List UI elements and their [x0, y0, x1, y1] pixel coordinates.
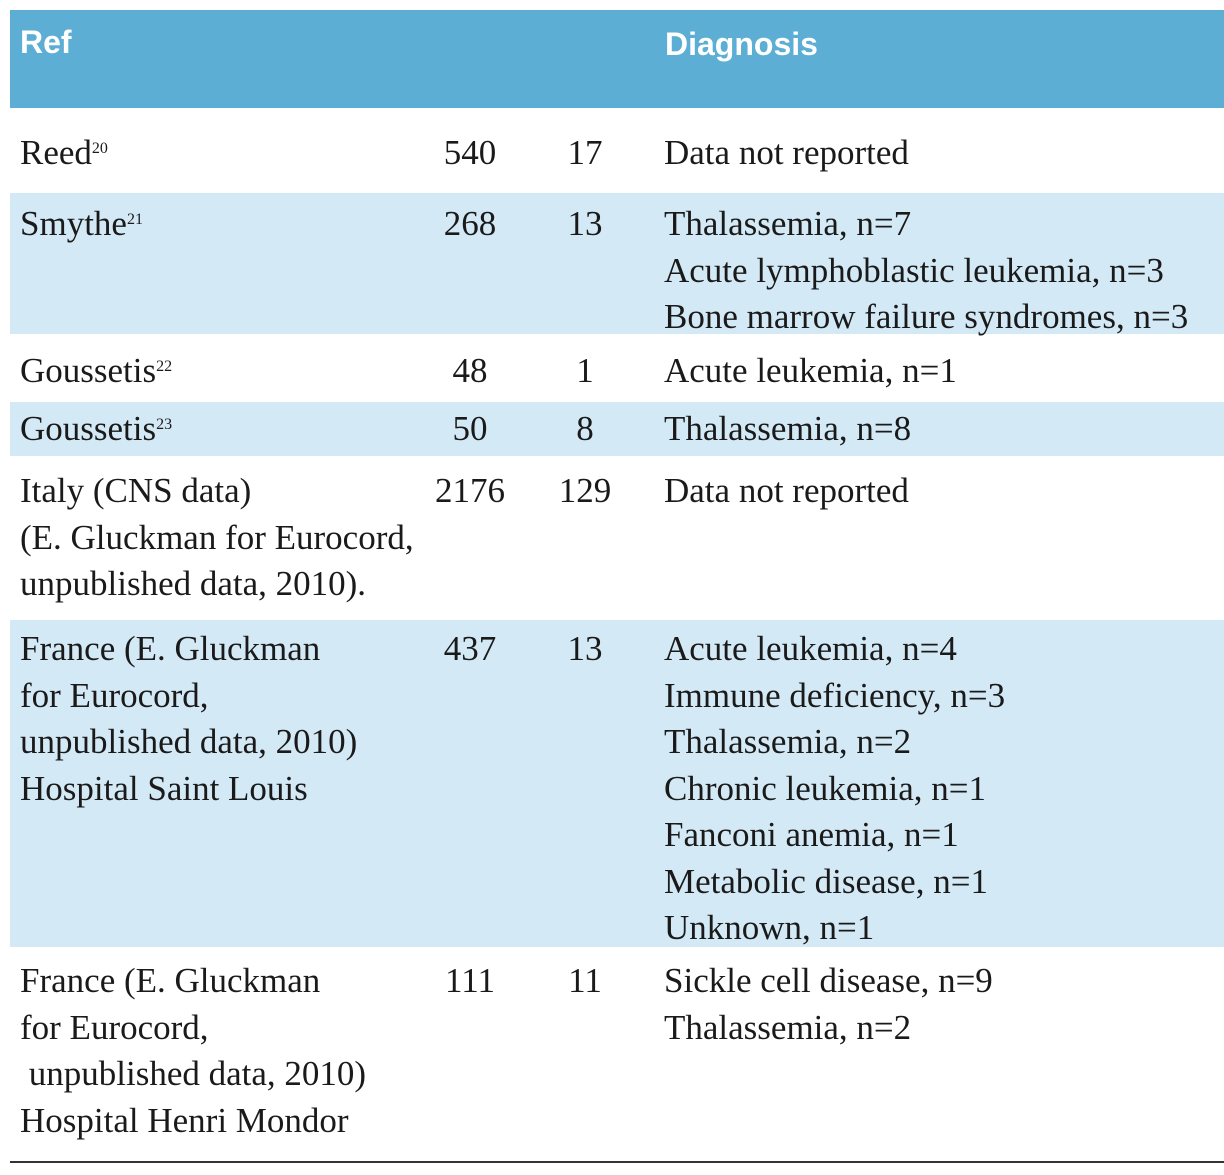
ref-text: Reed [20, 133, 92, 172]
header-line: Units [430, 114, 510, 150]
diagnosis-cell: Acute leukemia, n=1 [664, 348, 957, 395]
units-banked: 111 [445, 961, 495, 1000]
diagnosis-line: Acute leukemia, n=4 [664, 629, 957, 668]
ref-cell: France (E. Gluckman for Eurocord, unpubli… [20, 958, 366, 1144]
diagnosis-cell: Data not reported [664, 130, 909, 177]
units-used: 8 [576, 409, 594, 448]
bottom-rule [10, 1161, 1224, 1163]
diagnosis-line: Acute lymphoblastic leukemia, n=3 [664, 250, 1164, 290]
table-row: Reed20 540 17 Data not reported [10, 110, 1224, 192]
ref-text: for Eurocord, [20, 675, 209, 715]
units-banked: 437 [443, 629, 497, 668]
ref-line: for Eurocord, [20, 1005, 366, 1052]
units-banked: 48 [452, 351, 488, 390]
diagnosis-line: Unknown, n=1 [664, 908, 875, 947]
units-banked: 50 [452, 409, 488, 448]
units-used: 13 [567, 629, 603, 668]
ref-text: Hospital Henri Mondor [20, 1100, 349, 1140]
ref-text: (E. Gluckman for Eurocord, [20, 517, 414, 557]
table-row: Goussetis23 50 8 Thalassemia, n=8 [10, 402, 1224, 456]
diagnosis-line: Sickle cell disease, n=9 [664, 961, 993, 1000]
header-row: Ref Units banked Units used Diagnosis [10, 10, 1224, 282]
table-row: Goussetis22 48 1 Acute leukemia, n=1 [10, 336, 1224, 400]
ref-line: Goussetis23 [20, 406, 172, 453]
ref-line: (E. Gluckman for Eurocord, [20, 515, 414, 562]
diagnosis-line: Thalassemia, n=2 [664, 722, 912, 761]
table-row: Smythe21 268 13 Thalassemia, n=7 Acute lymph… [10, 193, 1224, 336]
ref-line: Reed20 [20, 130, 108, 177]
ref-text: unpublished data, 2010) [20, 1054, 367, 1093]
ref-line: unpublished data, 2010) [20, 719, 357, 766]
ref-line: for Eurocord, [20, 673, 357, 720]
diagnosis-cell: Thalassemia, n=8 [664, 406, 911, 453]
ref-cell: France (E. Gluckman for Eurocord, unpublis… [20, 626, 357, 812]
diagnosis-line: Acute leukemia, n=1 [664, 351, 957, 390]
diagnosis-line: Data not reported [664, 133, 909, 172]
ref-line: Goussetis22 [20, 348, 172, 395]
ref-text: Goussetis [20, 409, 157, 448]
table-row: France (E. Gluckman for Eurocord, unpubli… [10, 950, 1224, 1160]
ref-line: Smythe21 [20, 201, 143, 248]
units-used: 129 [558, 471, 612, 510]
diagnosis-line: Thalassemia, n=7 [664, 204, 912, 243]
units-used: 17 [567, 133, 603, 172]
ref-line: unpublished data, 2010) [20, 1051, 366, 1098]
diagnosis-line: Fanconi anemia, n=1 [664, 815, 959, 854]
ref-cell: Smythe21 [20, 201, 143, 248]
units-banked: 268 [443, 204, 497, 243]
header-ref: Ref [20, 24, 72, 60]
units-used: 1 [576, 351, 594, 390]
units-banked: 2176 [435, 471, 505, 510]
table-row: France (E. Gluckman for Eurocord, unpublis… [10, 620, 1224, 947]
ref-text: Italy (CNS data) [20, 471, 252, 510]
diagnosis-line: Data not reported [664, 471, 909, 510]
ref-text: Smythe [20, 204, 127, 243]
units-used: 11 [568, 961, 602, 1000]
ref-citation: 22 [156, 358, 173, 375]
ref-line: Hospital Saint Louis [20, 766, 357, 813]
ref-citation: 23 [156, 416, 173, 433]
diagnosis-line: Chronic leukemia, n=1 [664, 768, 987, 808]
diagnosis-cell: Thalassemia, n=7 Acute lymphoblastic leuk… [664, 201, 1188, 341]
ref-text: France (E. Gluckman [20, 961, 321, 1000]
ref-line: France (E. Gluckman [20, 626, 357, 673]
diagnosis-cell: Sickle cell disease, n=9 Thalassemia, n=2 [664, 958, 993, 1051]
ref-cell: Goussetis23 [20, 406, 172, 453]
ref-cell: Goussetis22 [20, 348, 172, 395]
diagnosis-line: Metabolic disease, n=1 [664, 861, 988, 901]
diagnosis-cell: Data not reported [664, 468, 909, 515]
ref-text: unpublished data, 2010). [20, 564, 367, 603]
header-diagnosis: Diagnosis [665, 26, 818, 62]
ref-cell: Italy (CNS data) (E. Gluckman for Eurocor… [20, 468, 414, 608]
header-line: Units [545, 114, 625, 150]
ref-text: for Eurocord, [20, 1007, 209, 1047]
table-row: Italy (CNS data) (E. Gluckman for Eurocor… [10, 458, 1224, 617]
ref-citation: 20 [91, 140, 108, 157]
ref-citation: 21 [126, 211, 143, 228]
ref-cell: Reed20 [20, 130, 108, 177]
ref-text: unpublished data, 2010) [20, 722, 358, 761]
diagnosis-line: Thalassemia, n=8 [664, 409, 912, 448]
ref-line: France (E. Gluckman [20, 958, 366, 1005]
diagnosis-line: Thalassemia, n=2 [664, 1007, 912, 1047]
diagnosis-cell: Acute leukemia, n=4 Immune deficiency, n=… [664, 626, 1005, 952]
ref-text: France (E. Gluckman [20, 629, 321, 668]
ref-text: Hospital Saint Louis [20, 768, 308, 808]
diagnosis-line: Immune deficiency, n=3 [664, 675, 1006, 715]
ref-line: Italy (CNS data) [20, 468, 414, 515]
units-banked: 540 [443, 133, 497, 172]
units-used: 13 [567, 204, 603, 243]
ref-text: Goussetis [20, 351, 157, 390]
ref-line: Hospital Henri Mondor [20, 1098, 366, 1145]
ref-line: unpublished data, 2010). [20, 561, 414, 608]
diagnosis-line: Bone marrow failure syndromes, n=3 [664, 297, 1189, 336]
